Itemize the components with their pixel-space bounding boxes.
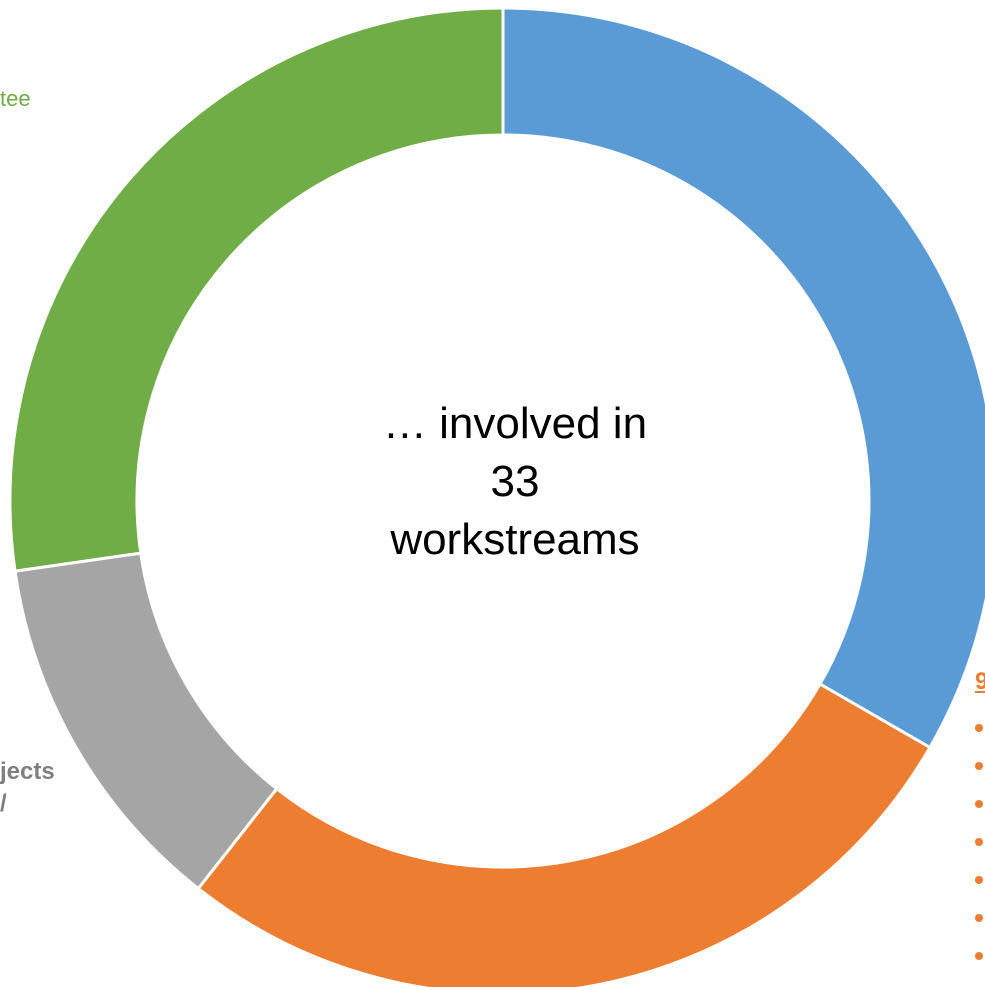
center-label-line3: workstreams [390,515,640,564]
gray-slice-label-line2: / [0,790,7,817]
center-label-count: 33 [490,457,540,506]
bullet-dot [975,724,983,732]
bullet-dot [975,952,983,960]
orange-slice-label: 9 [975,668,985,695]
donut-slice-4 [8,6,505,573]
gray-slice-label: jects [0,758,55,785]
donut-slice-3 [13,551,279,891]
donut-slice-1 [501,6,985,750]
bullet-dot [975,876,983,884]
donut-slice-2 [196,681,933,987]
bullet-dot [975,838,983,846]
bullet-dot [975,800,983,808]
green-slice-label: tee [0,86,31,111]
center-label: … involved in 33 workstreams [335,395,695,569]
bullet-dot [975,914,983,922]
bullet-dot [975,762,983,770]
center-label-line1: … involved in [382,399,648,448]
